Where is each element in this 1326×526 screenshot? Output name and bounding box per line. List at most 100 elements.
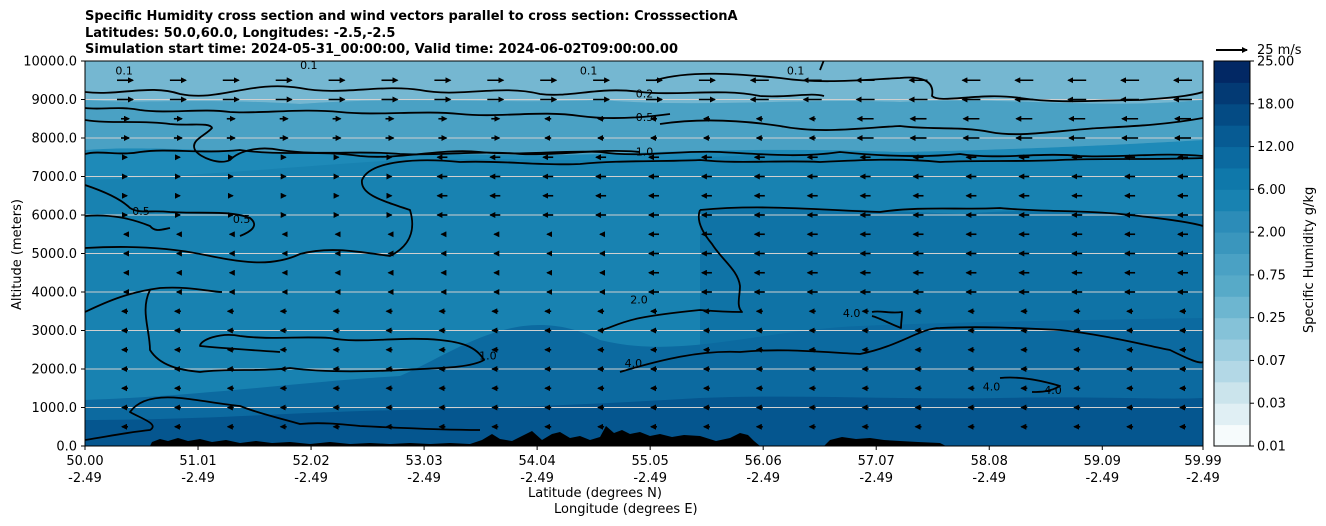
colorbar-segment xyxy=(1214,317,1250,340)
quiver-key-label: 25 m/s xyxy=(1257,43,1302,58)
colorbar-segment xyxy=(1214,339,1250,361)
humidity-band-surface xyxy=(85,396,1203,446)
contour-line xyxy=(85,184,255,237)
colorbar-tick-label: 12.00 xyxy=(1257,140,1294,155)
y-axis-label: Altitude (meters) xyxy=(10,199,25,310)
y-tick-label: 8000.0 xyxy=(32,132,78,147)
contour-label: 0.1 xyxy=(787,65,805,78)
contour-label: 4.0 xyxy=(843,307,861,320)
y-tick-label: 0.0 xyxy=(56,440,77,455)
colorbar-tick-label: 0.01 xyxy=(1257,440,1286,455)
title-line-1: Specific Humidity cross section and wind… xyxy=(85,9,738,24)
colorbar-tick-label: 0.75 xyxy=(1257,268,1286,283)
y-tick-label: 6000.0 xyxy=(32,209,78,224)
contour-label: 0.1 xyxy=(300,59,318,72)
contour-label: 0.5 xyxy=(636,111,654,124)
colorbar-segment xyxy=(1214,296,1250,319)
contour-line xyxy=(85,85,825,98)
colorbar-label: Specific Humidity g/kg xyxy=(1302,186,1317,333)
contour-line xyxy=(659,117,1203,136)
terrain-silhouette xyxy=(150,426,760,446)
colorbar-segment xyxy=(1214,61,1250,83)
title-line-2: Latitudes: 50.0,60.0, Longitudes: -2.5,-… xyxy=(85,25,396,41)
colorbar-segment xyxy=(1214,360,1250,383)
x-tick-label-lon: -2.49 xyxy=(972,471,1006,486)
y-tick-label: 2000.0 xyxy=(32,363,78,378)
colorbar-segment xyxy=(1214,232,1250,254)
contour-line xyxy=(699,206,1203,227)
contour-label: 4.0 xyxy=(983,380,1001,393)
y-tick-label: 4000.0 xyxy=(32,286,78,301)
contour-label: 2.0 xyxy=(630,294,648,307)
x-tick-label-lon: -2.49 xyxy=(68,471,102,486)
colorbar-tick-label: 0.03 xyxy=(1257,397,1286,412)
contour-label: 0.5 xyxy=(132,205,150,218)
colorbar-segment xyxy=(1214,210,1250,233)
contour-line xyxy=(85,107,671,120)
terrain-silhouette-2 xyxy=(824,437,946,446)
x-tick-label-lat: 54.04 xyxy=(519,454,556,469)
colorbar-segment xyxy=(1214,424,1250,447)
contour-label: 0.5 xyxy=(233,213,251,226)
x-tick-label-lon: -2.49 xyxy=(1186,471,1220,486)
colorbar-segment xyxy=(1214,253,1250,276)
x-tick-label-lat: 56.06 xyxy=(745,454,782,469)
colorbar-segment xyxy=(1214,167,1250,190)
colorbar-tick-label: 0.25 xyxy=(1257,311,1286,326)
y-tick-label: 9000.0 xyxy=(32,93,78,108)
terrain-layer xyxy=(150,426,946,446)
contour-line xyxy=(999,376,1061,393)
colorbar-segment xyxy=(1214,82,1250,105)
x-tick-label-lon: -2.49 xyxy=(520,471,554,486)
contour-label: 1.0 xyxy=(479,350,497,363)
colorbar-segment xyxy=(1214,381,1250,404)
contour-line xyxy=(85,214,171,231)
x-tick-label-lon: -2.49 xyxy=(407,471,441,486)
contour-line xyxy=(871,310,903,329)
y-tick-label: 10000.0 xyxy=(23,55,77,70)
colorbar-tick-label: 18.00 xyxy=(1257,97,1294,112)
x-tick-label-lat: 55.05 xyxy=(632,454,669,469)
x-tick-label-lon: -2.49 xyxy=(633,471,667,486)
contour-labels: 0.1 0.1 0.1 0.10.20.51.00.50.52.01.04.04.04… xyxy=(115,59,1061,397)
colorbar-segment xyxy=(1214,125,1250,148)
contour-label: 0.2 xyxy=(636,88,654,101)
y-axis: 0.0 1000.0 2000.0 3000.0 4000.0 5000.0 6000.0 7… xyxy=(23,55,85,455)
x-axis-label: Latitude (degrees N) xyxy=(528,486,662,501)
y-tick-label: 1000.0 xyxy=(32,401,78,416)
colorbar-tick-label: 2.00 xyxy=(1257,226,1286,241)
contour-lines xyxy=(85,61,1203,441)
title-line-3: Simulation start time: 2024-05-31_00:00:… xyxy=(85,42,678,57)
contour-line xyxy=(601,209,743,331)
contour-line xyxy=(85,157,1203,264)
colorbar-segment xyxy=(1214,189,1250,212)
contour-label: 4.0 xyxy=(625,357,643,370)
chart-title: Specific Humidity cross section and wind… xyxy=(85,9,738,59)
colorbar-tick-label: 6.00 xyxy=(1257,183,1286,198)
y-tick-label: 5000.0 xyxy=(32,247,78,262)
y-tick-label: 3000.0 xyxy=(32,324,78,339)
x-tick-label-lat: 58.08 xyxy=(971,454,1008,469)
x-tick-label-lat: 51.01 xyxy=(179,454,216,469)
x-tick-label-lon: -2.49 xyxy=(746,471,780,486)
contour-line xyxy=(144,289,485,373)
colorbar-segment xyxy=(1214,146,1250,169)
colorbar-segment xyxy=(1214,274,1250,297)
contour-label: 4.0 xyxy=(1044,384,1062,397)
contour-label: 0.1 xyxy=(580,65,598,78)
colorbar-tick-label: 0.07 xyxy=(1257,354,1286,369)
x-tick-label-lat: 50.00 xyxy=(66,454,103,469)
x-tick-label-lon: -2.49 xyxy=(294,471,328,486)
x-tick-label-lat: 53.03 xyxy=(405,454,442,469)
colorbar-segment xyxy=(1214,103,1250,126)
contour-line xyxy=(85,396,481,441)
colorbar-segment xyxy=(1214,403,1250,426)
x-tick-label-lon: -2.49 xyxy=(1085,471,1119,486)
contour-line xyxy=(85,286,223,313)
x-axis-label-2: Longitude (degrees E) xyxy=(554,502,698,517)
colorbar: 0.01 0.03 0.07 0.25 0.75 2.00 6.00 12.00 18.00 25… xyxy=(1213,55,1294,455)
contour-line xyxy=(85,149,1203,158)
contour-line xyxy=(619,326,1203,373)
x-tick-label-lat: 59.09 xyxy=(1084,454,1121,469)
